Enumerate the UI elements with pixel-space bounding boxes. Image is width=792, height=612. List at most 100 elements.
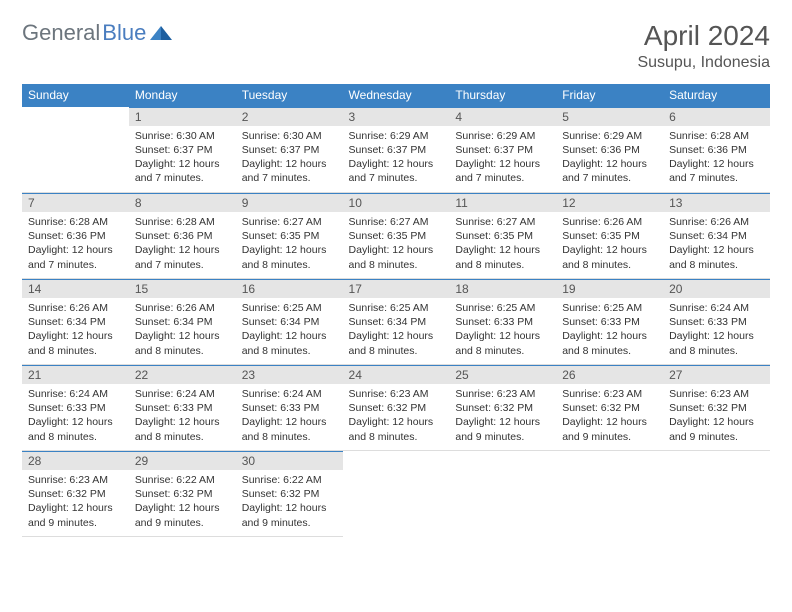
sunset-line: Sunset: 6:37 PM	[135, 143, 230, 157]
calendar-cell	[556, 451, 663, 537]
sunset-line: Sunset: 6:37 PM	[455, 143, 550, 157]
sunset-line: Sunset: 6:35 PM	[562, 229, 657, 243]
day-content: Sunrise: 6:25 AMSunset: 6:34 PMDaylight:…	[236, 298, 343, 362]
calendar-cell: 14Sunrise: 6:26 AMSunset: 6:34 PMDayligh…	[22, 279, 129, 365]
daylight-line: Daylight: 12 hours and 8 minutes.	[28, 329, 123, 357]
calendar-cell: 10Sunrise: 6:27 AMSunset: 6:35 PMDayligh…	[343, 193, 450, 279]
calendar-cell: 2Sunrise: 6:30 AMSunset: 6:37 PMDaylight…	[236, 107, 343, 193]
day-content: Sunrise: 6:28 AMSunset: 6:36 PMDaylight:…	[22, 212, 129, 276]
calendar-body: 1Sunrise: 6:30 AMSunset: 6:37 PMDaylight…	[22, 107, 770, 537]
day-content: Sunrise: 6:22 AMSunset: 6:32 PMDaylight:…	[236, 470, 343, 534]
sunrise-line: Sunrise: 6:26 AM	[669, 215, 764, 229]
sunrise-line: Sunrise: 6:23 AM	[669, 387, 764, 401]
calendar-cell: 16Sunrise: 6:25 AMSunset: 6:34 PMDayligh…	[236, 279, 343, 365]
day-content: Sunrise: 6:23 AMSunset: 6:32 PMDaylight:…	[663, 384, 770, 448]
sunrise-line: Sunrise: 6:25 AM	[242, 301, 337, 315]
day-content: Sunrise: 6:22 AMSunset: 6:32 PMDaylight:…	[129, 470, 236, 534]
calendar-row: 7Sunrise: 6:28 AMSunset: 6:36 PMDaylight…	[22, 193, 770, 279]
calendar-cell: 9Sunrise: 6:27 AMSunset: 6:35 PMDaylight…	[236, 193, 343, 279]
daylight-line: Daylight: 12 hours and 9 minutes.	[242, 501, 337, 529]
calendar-row: 1Sunrise: 6:30 AMSunset: 6:37 PMDaylight…	[22, 107, 770, 193]
calendar-cell: 19Sunrise: 6:25 AMSunset: 6:33 PMDayligh…	[556, 279, 663, 365]
calendar-cell: 7Sunrise: 6:28 AMSunset: 6:36 PMDaylight…	[22, 193, 129, 279]
daylight-line: Daylight: 12 hours and 7 minutes.	[455, 157, 550, 185]
sunrise-line: Sunrise: 6:28 AM	[135, 215, 230, 229]
calendar-cell: 18Sunrise: 6:25 AMSunset: 6:33 PMDayligh…	[449, 279, 556, 365]
brand-logo: GeneralBlue	[22, 20, 172, 46]
sunset-line: Sunset: 6:34 PM	[669, 229, 764, 243]
day-content: Sunrise: 6:25 AMSunset: 6:33 PMDaylight:…	[556, 298, 663, 362]
day-number: 25	[449, 365, 556, 384]
daylight-line: Daylight: 12 hours and 8 minutes.	[349, 329, 444, 357]
sunrise-line: Sunrise: 6:28 AM	[669, 129, 764, 143]
calendar-cell: 15Sunrise: 6:26 AMSunset: 6:34 PMDayligh…	[129, 279, 236, 365]
weekday-header: Sunday	[22, 84, 129, 107]
sunset-line: Sunset: 6:32 PM	[28, 487, 123, 501]
day-content: Sunrise: 6:28 AMSunset: 6:36 PMDaylight:…	[129, 212, 236, 276]
weekday-header: Friday	[556, 84, 663, 107]
sunrise-line: Sunrise: 6:23 AM	[28, 473, 123, 487]
sunset-line: Sunset: 6:32 PM	[562, 401, 657, 415]
daylight-line: Daylight: 12 hours and 7 minutes.	[669, 157, 764, 185]
daylight-line: Daylight: 12 hours and 8 minutes.	[242, 329, 337, 357]
calendar-cell	[22, 107, 129, 193]
day-content: Sunrise: 6:27 AMSunset: 6:35 PMDaylight:…	[449, 212, 556, 276]
day-content: Sunrise: 6:24 AMSunset: 6:33 PMDaylight:…	[129, 384, 236, 448]
calendar-cell: 30Sunrise: 6:22 AMSunset: 6:32 PMDayligh…	[236, 451, 343, 537]
daylight-line: Daylight: 12 hours and 9 minutes.	[28, 501, 123, 529]
sunset-line: Sunset: 6:37 PM	[242, 143, 337, 157]
calendar-cell: 24Sunrise: 6:23 AMSunset: 6:32 PMDayligh…	[343, 365, 450, 451]
weekday-header-row: SundayMondayTuesdayWednesdayThursdayFrid…	[22, 84, 770, 107]
calendar-cell: 21Sunrise: 6:24 AMSunset: 6:33 PMDayligh…	[22, 365, 129, 451]
sunrise-line: Sunrise: 6:25 AM	[455, 301, 550, 315]
brand-word-2: Blue	[102, 20, 146, 46]
weekday-header: Wednesday	[343, 84, 450, 107]
day-content: Sunrise: 6:27 AMSunset: 6:35 PMDaylight:…	[343, 212, 450, 276]
sunset-line: Sunset: 6:36 PM	[562, 143, 657, 157]
calendar-cell: 26Sunrise: 6:23 AMSunset: 6:32 PMDayligh…	[556, 365, 663, 451]
daylight-line: Daylight: 12 hours and 7 minutes.	[562, 157, 657, 185]
sunset-line: Sunset: 6:32 PM	[349, 401, 444, 415]
location-label: Susupu, Indonesia	[637, 54, 770, 72]
calendar-row: 28Sunrise: 6:23 AMSunset: 6:32 PMDayligh…	[22, 451, 770, 537]
calendar-cell: 13Sunrise: 6:26 AMSunset: 6:34 PMDayligh…	[663, 193, 770, 279]
calendar-cell: 12Sunrise: 6:26 AMSunset: 6:35 PMDayligh…	[556, 193, 663, 279]
day-content: Sunrise: 6:24 AMSunset: 6:33 PMDaylight:…	[22, 384, 129, 448]
title-block: April 2024 Susupu, Indonesia	[637, 20, 770, 72]
sunset-line: Sunset: 6:33 PM	[455, 315, 550, 329]
day-number: 26	[556, 365, 663, 384]
day-number: 5	[556, 107, 663, 126]
sunrise-line: Sunrise: 6:25 AM	[349, 301, 444, 315]
sunrise-line: Sunrise: 6:23 AM	[349, 387, 444, 401]
day-number: 19	[556, 279, 663, 298]
day-content: Sunrise: 6:26 AMSunset: 6:34 PMDaylight:…	[663, 212, 770, 276]
day-content: Sunrise: 6:28 AMSunset: 6:36 PMDaylight:…	[663, 126, 770, 190]
day-number: 4	[449, 107, 556, 126]
daylight-line: Daylight: 12 hours and 8 minutes.	[455, 243, 550, 271]
sunrise-line: Sunrise: 6:29 AM	[349, 129, 444, 143]
day-number: 16	[236, 279, 343, 298]
sunrise-line: Sunrise: 6:27 AM	[242, 215, 337, 229]
sunset-line: Sunset: 6:36 PM	[28, 229, 123, 243]
weekday-header: Saturday	[663, 84, 770, 107]
sunset-line: Sunset: 6:32 PM	[242, 487, 337, 501]
daylight-line: Daylight: 12 hours and 7 minutes.	[135, 243, 230, 271]
calendar-table: SundayMondayTuesdayWednesdayThursdayFrid…	[22, 84, 770, 537]
day-content: Sunrise: 6:26 AMSunset: 6:34 PMDaylight:…	[22, 298, 129, 362]
calendar-cell	[449, 451, 556, 537]
daylight-line: Daylight: 12 hours and 7 minutes.	[242, 157, 337, 185]
calendar-cell: 20Sunrise: 6:24 AMSunset: 6:33 PMDayligh…	[663, 279, 770, 365]
day-content: Sunrise: 6:26 AMSunset: 6:35 PMDaylight:…	[556, 212, 663, 276]
daylight-line: Daylight: 12 hours and 8 minutes.	[349, 243, 444, 271]
day-content: Sunrise: 6:27 AMSunset: 6:35 PMDaylight:…	[236, 212, 343, 276]
daylight-line: Daylight: 12 hours and 8 minutes.	[562, 243, 657, 271]
day-number: 28	[22, 451, 129, 470]
calendar-cell: 23Sunrise: 6:24 AMSunset: 6:33 PMDayligh…	[236, 365, 343, 451]
day-number: 8	[129, 193, 236, 212]
day-number: 11	[449, 193, 556, 212]
daylight-line: Daylight: 12 hours and 8 minutes.	[28, 415, 123, 443]
brand-word-1: General	[22, 20, 100, 46]
sunset-line: Sunset: 6:33 PM	[28, 401, 123, 415]
calendar-cell: 6Sunrise: 6:28 AMSunset: 6:36 PMDaylight…	[663, 107, 770, 193]
day-number: 10	[343, 193, 450, 212]
